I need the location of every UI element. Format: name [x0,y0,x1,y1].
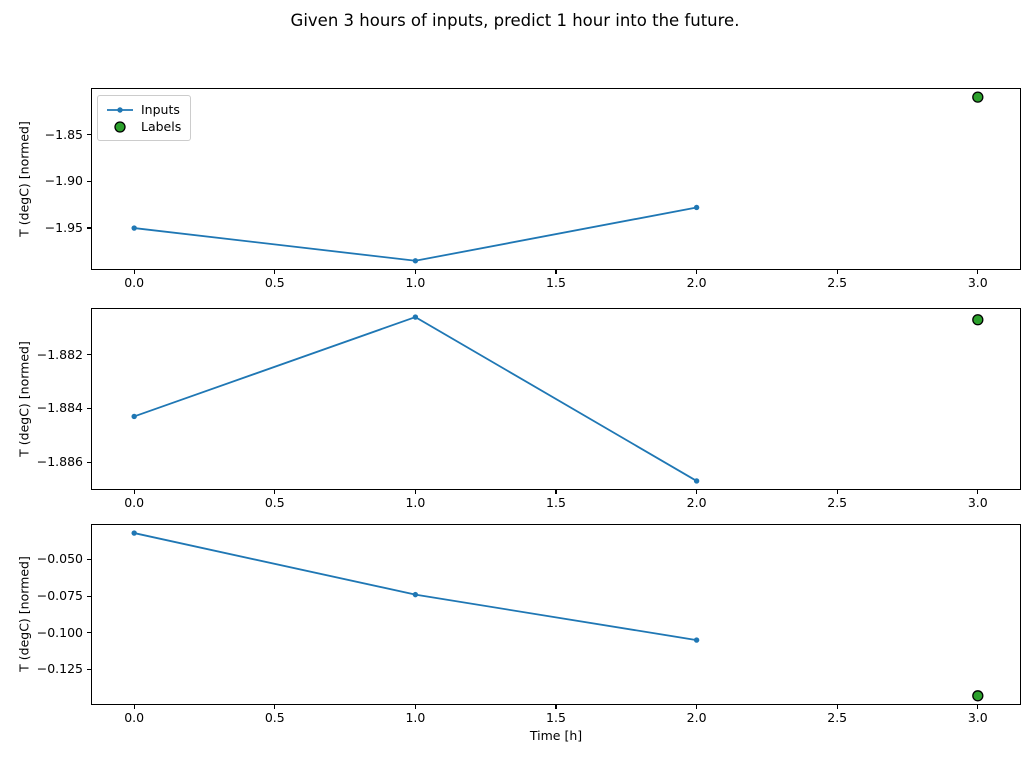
label-point [972,690,984,702]
x-tick-mark [274,705,276,709]
x-tick-mark [696,705,698,709]
plot-canvas [131,91,984,264]
x-tick-label: 1.5 [546,710,566,725]
y-tick-mark [87,227,91,229]
x-tick-label: 0.5 [264,710,285,725]
y-tick-label: −0.050 [36,551,83,567]
y-tick-label: −0.100 [36,624,83,640]
x-tick-mark [274,490,276,494]
input-point [693,637,700,643]
x-tick-label: 3.0 [967,710,988,725]
x-tick-label: 2.0 [686,275,707,290]
y-tick-mark [87,180,91,182]
x-tick-mark [414,705,416,709]
legend-label-inputs: Inputs [141,102,180,117]
x-tick-label: 2.5 [827,495,848,510]
y-axis-label-subplot-3: T (degC) [normed] [16,556,32,672]
x-tick-label: 0.0 [124,495,145,510]
x-tick-mark [555,705,557,709]
plot-canvas [131,530,984,702]
inputs-line [134,206,697,262]
input-point [131,530,137,536]
legend: Inputs Labels [97,95,192,141]
input-point [693,478,700,484]
legend-label-labels: Labels [141,119,182,134]
legend-item-labels: Labels [105,118,181,135]
x-tick-mark [977,270,979,274]
x-tick-mark [836,705,838,709]
input-point [412,314,419,320]
y-tick-mark [87,668,91,670]
x-tick-mark [133,490,135,494]
x-tick-mark [977,705,979,709]
input-point [693,204,700,211]
x-tick-mark [836,490,838,494]
input-point [131,225,137,231]
label-point [972,91,984,103]
axes-subplot-3 [91,524,1021,705]
x-tick-mark [696,270,698,274]
x-tick-label: 0.0 [124,275,145,290]
x-tick-mark [836,270,838,274]
x-tick-label: 1.0 [405,710,426,725]
y-tick-label: −1.85 [44,126,83,142]
y-tick-mark [87,133,91,136]
plot-canvas [131,314,984,484]
y-tick-label: −0.125 [36,661,83,677]
label-point [972,314,984,326]
x-tick-mark [977,490,979,494]
x-tick-mark [696,490,698,494]
x-tick-label: 2.0 [686,710,707,725]
inputs-line-marker-icon [105,104,135,116]
input-point [131,413,137,420]
y-tick-label: −1.90 [44,173,83,189]
axes-subplot-2 [91,308,1021,490]
y-tick-label: −1.886 [36,453,83,469]
x-tick-label: 0.5 [264,495,285,510]
y-tick-label: −0.075 [36,587,83,603]
x-axis-label: Time [h] [529,728,583,743]
x-tick-label: 2.0 [686,495,707,510]
y-tick-mark [87,558,91,561]
y-tick-mark [87,595,91,597]
x-tick-mark [274,270,276,274]
x-tick-label: 1.5 [546,495,566,510]
labels-circle-marker-icon [105,120,135,134]
x-tick-label: 1.0 [405,495,426,510]
x-tick-label: 1.0 [405,275,426,290]
y-tick-mark [87,407,91,409]
y-tick-label: −1.95 [44,219,83,235]
y-tick-label: −1.884 [36,400,83,416]
figure-title: Given 3 hours of inputs, predict 1 hour … [290,11,740,30]
input-point [412,591,419,598]
inputs-line [133,532,697,641]
x-tick-label: 0.0 [124,710,145,725]
x-tick-label: 3.0 [967,275,988,290]
x-tick-label: 2.5 [827,275,848,290]
y-tick-label: −1.882 [36,346,83,362]
y-tick-mark [87,354,91,356]
x-tick-mark [555,270,557,274]
x-tick-label: 1.5 [546,275,566,290]
x-tick-mark [414,490,416,494]
x-tick-label: 3.0 [967,495,988,510]
x-tick-mark [555,490,557,494]
y-tick-mark [87,632,91,634]
x-tick-label: 0.5 [264,275,285,290]
x-tick-mark [414,270,416,274]
x-tick-mark [133,270,135,274]
axes-subplot-1 [91,88,1021,270]
y-tick-mark [87,461,91,463]
input-point [412,258,419,264]
x-tick-mark [133,705,135,709]
legend-item-inputs: Inputs [105,101,181,118]
inputs-line [133,316,698,482]
x-tick-label: 2.5 [827,710,848,725]
